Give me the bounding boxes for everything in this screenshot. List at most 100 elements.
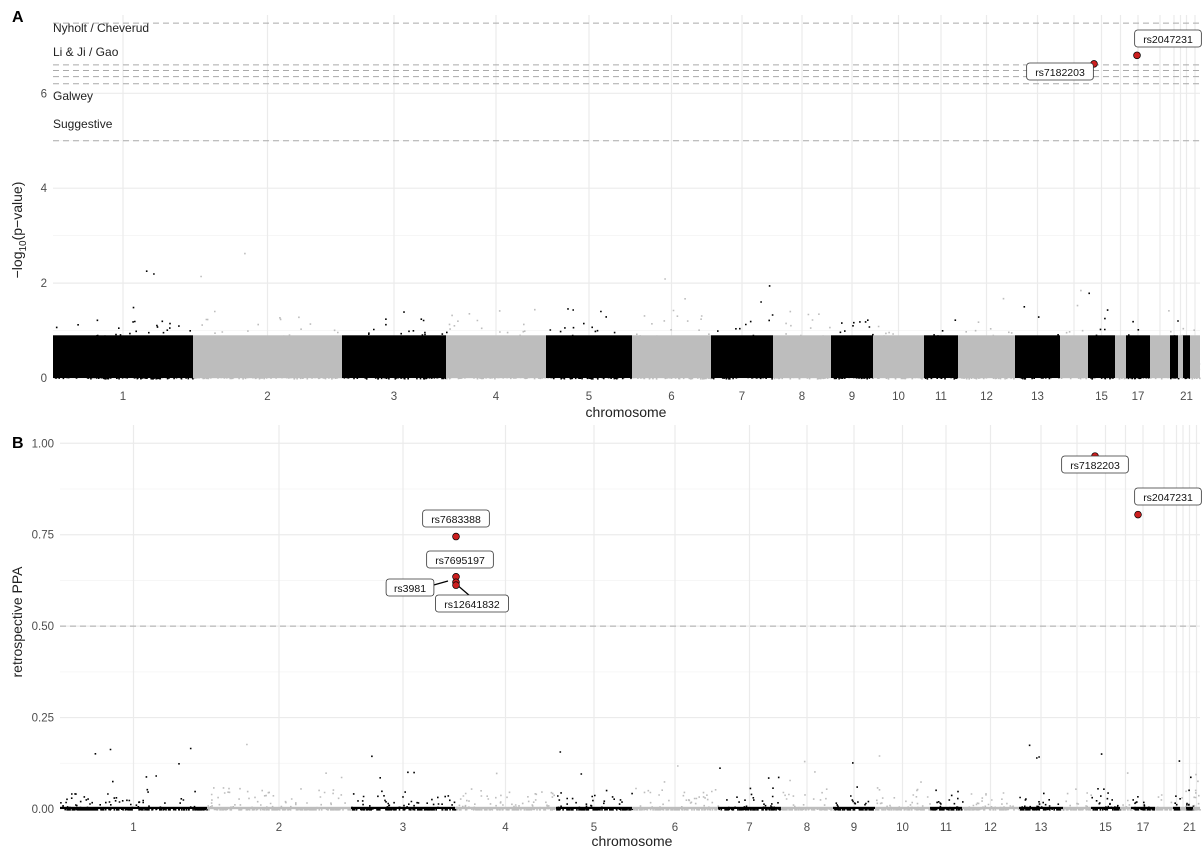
chromosome-14-points — [1063, 788, 1092, 811]
ppa-band — [1120, 806, 1131, 809]
ppa-band — [632, 806, 718, 809]
ppa-band — [1193, 806, 1200, 809]
ppa-band — [207, 806, 351, 809]
x-tick-label: 11 — [940, 822, 952, 834]
panel-b: B 0.000.250.500.751.001 2 3 4 5 6 7 8 9 10 11 12 13 1… — [9, 425, 1202, 849]
ppa-points — [875, 755, 931, 811]
x-tick-label: 12 — [980, 391, 993, 403]
chromosome-14-points — [1060, 289, 1090, 380]
snp-band — [873, 335, 924, 378]
panel-b-xlabel: chromosome — [592, 833, 673, 849]
snp-band — [958, 335, 1015, 378]
chromosome-10-points — [873, 325, 926, 380]
ppa-band — [60, 806, 207, 809]
ppa-band — [1091, 806, 1120, 809]
y-tick-label: 6 — [41, 88, 47, 100]
snp-band — [831, 335, 873, 378]
ppa-points — [351, 755, 457, 811]
x-tick-label: 15 — [1099, 822, 1112, 834]
highlight-label: rs7683388 — [422, 509, 490, 528]
chromosome-9-points — [831, 319, 874, 380]
label-box — [1061, 455, 1129, 474]
snp-band — [53, 335, 193, 378]
chromosome-13-points — [1015, 306, 1062, 380]
ppa-band — [1131, 806, 1155, 809]
chromosome-22-points — [1190, 329, 1201, 380]
chromosome-15-points — [1088, 292, 1117, 380]
x-tick-label: 8 — [804, 822, 810, 834]
ppa-band — [556, 806, 632, 809]
snp-band — [1150, 335, 1170, 378]
snp-label: rs12641832 — [444, 599, 500, 611]
ppa-points — [1120, 772, 1133, 811]
x-tick-label: 9 — [849, 391, 855, 403]
chromosome-12-points — [962, 792, 1021, 811]
chromosome-5-points — [546, 308, 634, 380]
ppa-points — [1186, 776, 1195, 811]
x-tick-label: 9 — [851, 822, 857, 834]
highlight-label: rs7182203 — [1026, 62, 1094, 81]
panel-b-ticks: 0.000.250.500.751.001 2 3 4 5 6 7 8 9 10 11 12 13 15 1… — [32, 438, 1196, 834]
y-tick-label: 0.25 — [32, 713, 54, 725]
ppa-band — [351, 806, 455, 809]
x-tick-label: 3 — [400, 822, 406, 834]
x-tick-label: 10 — [892, 391, 905, 403]
snp-label: rs7695197 — [435, 555, 485, 567]
x-tick-label: 6 — [672, 822, 678, 834]
snp-band — [446, 335, 546, 378]
ppa-points — [834, 762, 875, 811]
snp-label: rs7683388 — [431, 514, 481, 526]
snp-label: rs7182203 — [1070, 460, 1120, 472]
threshold-label-suggestive: Suggestive — [53, 117, 113, 131]
ppa-points — [1173, 760, 1181, 811]
x-tick-label: 10 — [896, 822, 909, 834]
ppa-band — [962, 806, 1019, 809]
chromosome-18-points — [1155, 794, 1173, 811]
chromosome-2-points — [207, 743, 352, 811]
ppa-points — [718, 767, 782, 811]
x-tick-label: 7 — [746, 822, 752, 834]
chromosome-8-points — [773, 310, 832, 380]
x-tick-label: 8 — [799, 391, 805, 403]
snp-band — [773, 335, 831, 378]
ppa-band — [1180, 806, 1186, 809]
chromosome-13-points — [1019, 744, 1065, 811]
snp-band — [1060, 335, 1088, 378]
highlight-label: rs7182203 — [1061, 455, 1129, 474]
snp-label: rs2047231 — [1143, 34, 1193, 46]
chromosome-9-points — [833, 762, 875, 811]
label-box — [422, 509, 490, 528]
x-tick-label: 15 — [1095, 391, 1108, 403]
snp-band — [1088, 335, 1115, 378]
panel-a-ylabel: −log10(p−value) — [9, 182, 29, 279]
snp-band — [1178, 335, 1183, 378]
chromosome-3-points — [342, 311, 448, 380]
ppa-points — [1091, 753, 1121, 811]
y-tick-label: 0.75 — [32, 530, 54, 542]
x-tick-label: 5 — [586, 391, 592, 403]
ppa-points — [60, 747, 209, 811]
x-tick-label: 13 — [1035, 822, 1048, 834]
y-tick-label: 0 — [41, 373, 47, 385]
chromosome-1-points — [53, 270, 195, 380]
highlight-point — [452, 581, 460, 589]
ppa-band — [930, 806, 962, 809]
y-tick-label: 0.50 — [32, 621, 54, 633]
snp-band — [193, 335, 342, 378]
ppa-band — [1155, 806, 1173, 809]
x-tick-label: 1 — [120, 391, 126, 403]
chromosome-11-points — [930, 789, 964, 811]
snp-band — [1126, 335, 1150, 378]
highlight-point — [1134, 510, 1142, 519]
chromosome-6-points — [632, 278, 713, 380]
snp-band — [924, 335, 958, 378]
snp-band — [1015, 335, 1060, 378]
panel-a-points — [53, 252, 1201, 380]
panel-b-ylabel: retrospective PPA — [9, 566, 25, 678]
panel-a-grid — [53, 15, 1200, 379]
chromosome-1-points — [60, 747, 209, 811]
chromosome-7-points — [711, 285, 775, 380]
x-tick-label: 11 — [935, 391, 947, 403]
